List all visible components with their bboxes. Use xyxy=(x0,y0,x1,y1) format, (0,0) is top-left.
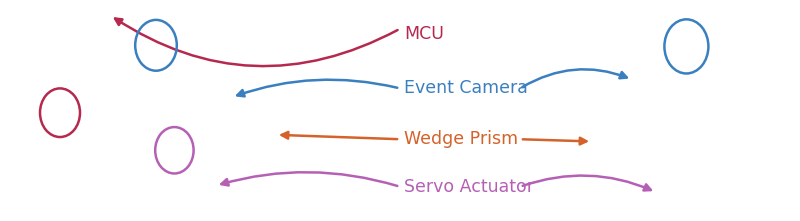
Text: Wedge Prism: Wedge Prism xyxy=(404,130,518,148)
Text: MCU: MCU xyxy=(404,25,444,43)
Text: Servo Actuator: Servo Actuator xyxy=(404,178,534,196)
Text: Event Camera: Event Camera xyxy=(404,79,528,97)
